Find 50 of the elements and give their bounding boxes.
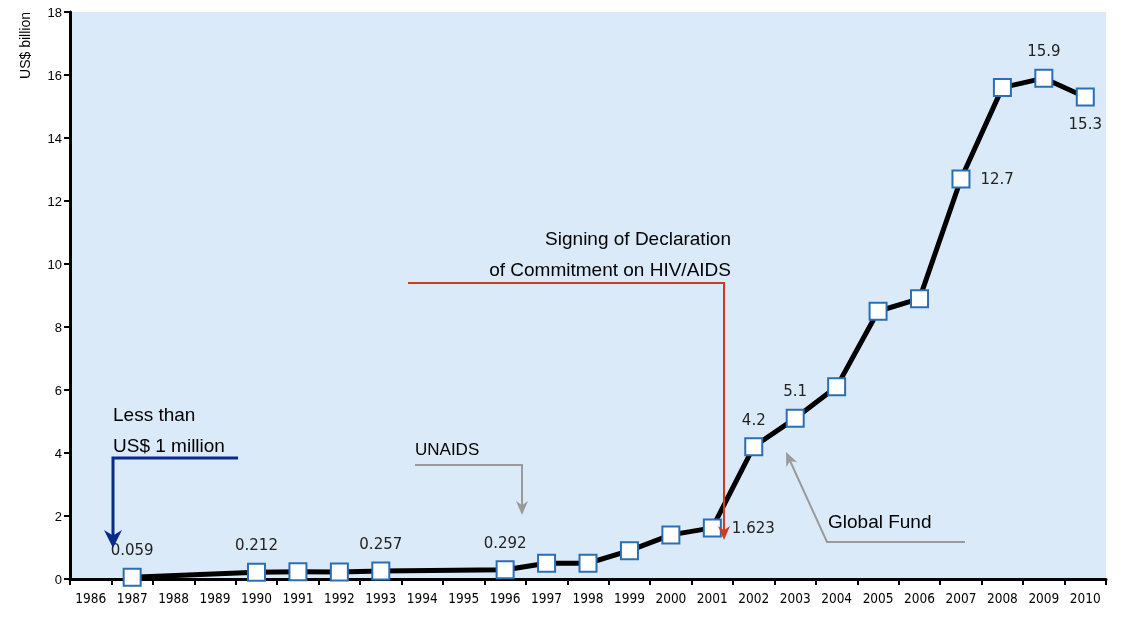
x-tick-label: 2007: [945, 590, 977, 606]
y-tick-label: 0: [54, 571, 62, 587]
y-tick-label: 10: [47, 256, 62, 272]
x-tick-label: 1987: [116, 590, 148, 606]
x-tick-label: 2001: [696, 590, 728, 606]
x-tick-label: 2000: [655, 590, 687, 606]
x-tick-label: 1996: [489, 590, 521, 606]
x-tick-label: 2004: [821, 590, 853, 606]
data-label: 15.9: [1027, 42, 1061, 61]
x-tick-label: 1994: [406, 590, 438, 606]
y-tick-label: 6: [54, 382, 62, 398]
x-tick-label: 1990: [241, 590, 272, 606]
data-label: 0.212: [235, 536, 278, 555]
x-tick-label: 1991: [282, 590, 314, 606]
annotation: Global Fund: [828, 511, 932, 532]
x-tick-label: 1992: [323, 590, 355, 606]
x-tick-label: 1986: [75, 590, 107, 606]
data-label: 12.7: [980, 169, 1014, 188]
x-tick-label: 2002: [738, 590, 770, 606]
annotation: Signing of Declaration of Commitment on HIV/AIDS: [489, 228, 731, 281]
data-label: 1.623: [731, 518, 775, 537]
data-label: 5.1: [783, 382, 808, 401]
data-label: 0.059: [110, 541, 154, 560]
data-label: 15.3: [1068, 115, 1102, 134]
x-tick-label: 2005: [862, 590, 894, 606]
x-tick-label: 2010: [1069, 590, 1101, 606]
y-tick-label: 18: [47, 4, 62, 20]
x-tick-label: 1989: [199, 590, 231, 606]
y-tick-label: 2: [54, 508, 62, 524]
x-tick-label: 1995: [448, 590, 480, 606]
y-tick-label: 8: [54, 319, 62, 335]
x-tick-label: 1998: [572, 590, 604, 606]
x-tick-label: 2009: [1028, 590, 1060, 606]
x-tick-label: 1988: [158, 590, 190, 606]
y-tick-label: 4: [54, 445, 62, 461]
annotation: UNAIDS: [415, 440, 480, 459]
x-tick-label: 2008: [986, 590, 1018, 606]
x-tick-label: 1997: [531, 590, 563, 606]
x-tick-label: 2006: [904, 590, 935, 606]
x-tick-label: 2003: [779, 590, 811, 606]
x-tick-label: 1999: [613, 590, 645, 606]
y-axis-title: US$ billion: [17, 12, 33, 79]
annotation: Less than US$ 1 million: [113, 404, 225, 457]
data-label: 0.292: [483, 533, 527, 552]
y-tick-label: 12: [47, 193, 62, 209]
y-tick-label: 16: [47, 67, 62, 83]
data-label: 4.2: [741, 410, 766, 429]
data-label: 0.257: [359, 534, 403, 553]
y-tick-label: 14: [47, 130, 62, 146]
x-tick-label: 1993: [365, 590, 397, 606]
